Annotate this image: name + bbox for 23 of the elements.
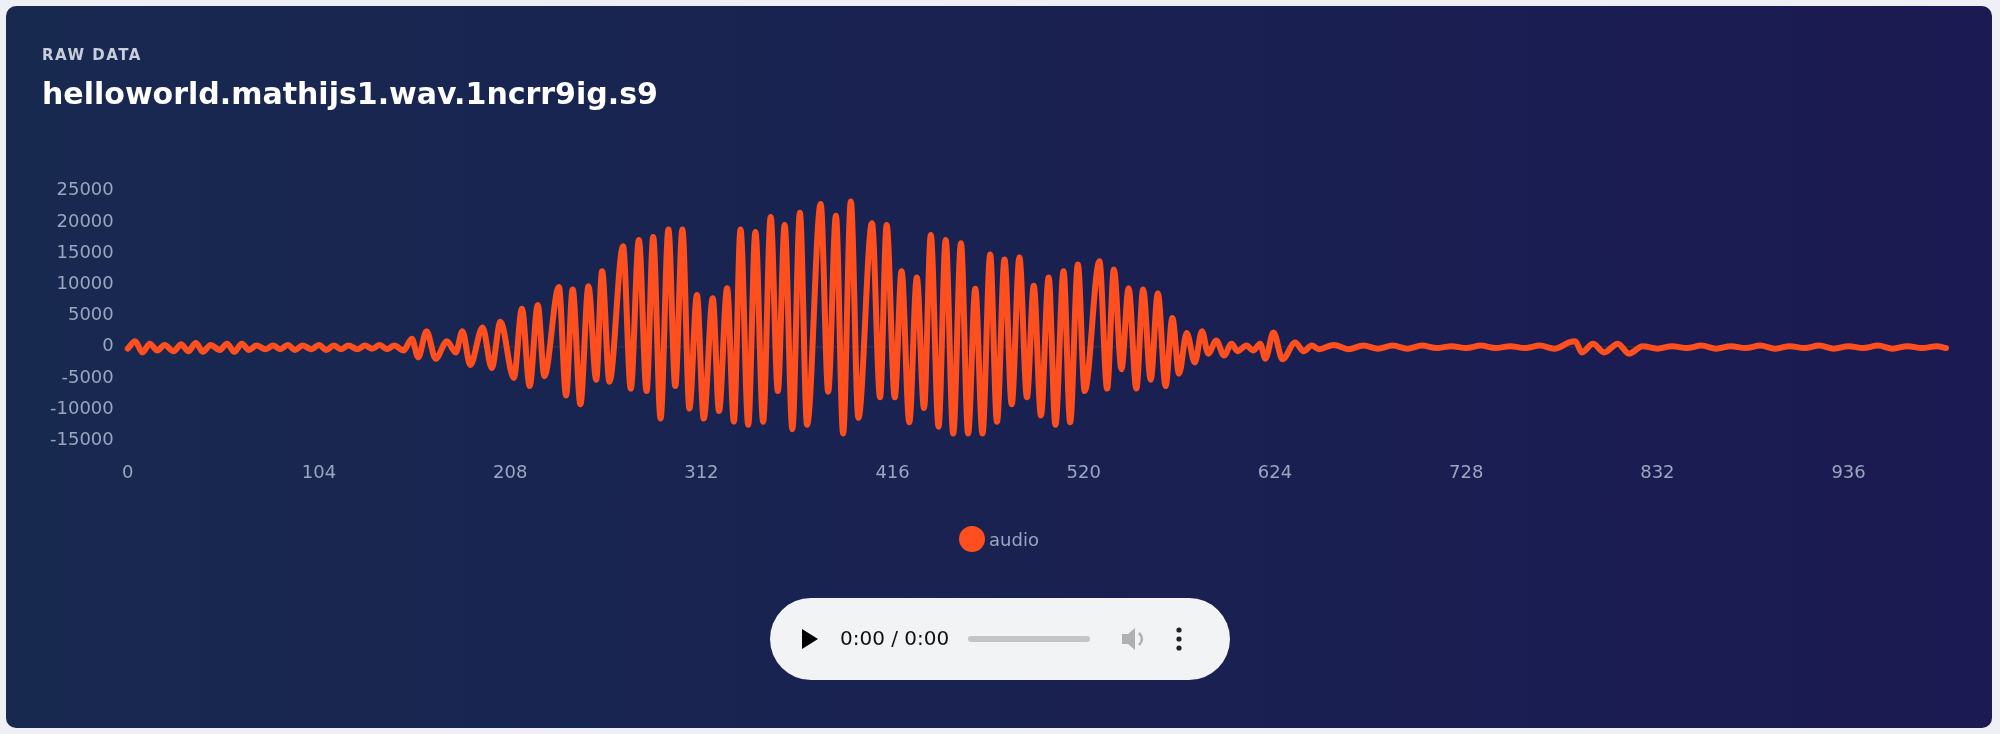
x-tick-label: 832 <box>1640 460 1675 482</box>
x-tick-label: 416 <box>875 460 910 482</box>
x-tick-label: 936 <box>1831 460 1866 482</box>
chart-title: helloworld.mathijs1.wav.1ncrr9ig.s9 <box>42 76 658 111</box>
y-tick-label: -5000 <box>61 365 114 387</box>
y-tick-label: 20000 <box>56 209 114 231</box>
x-tick-label: 728 <box>1448 460 1484 482</box>
y-tick-label: -10000 <box>49 396 114 418</box>
y-tick-label: 0 <box>102 334 114 356</box>
y-tick-label: 5000 <box>67 303 114 325</box>
x-tick-label: 312 <box>684 460 719 482</box>
audio-player: 0:00 / 0:00 <box>770 598 1230 680</box>
y-tick-label: 15000 <box>56 240 114 262</box>
x-tick-label: 208 <box>492 460 528 482</box>
x-tick-label: 624 <box>1257 460 1293 482</box>
chart-subtitle: RAW DATA <box>42 46 142 64</box>
x-tick-label: 0 <box>122 460 134 482</box>
x-tick-label: 104 <box>301 460 337 482</box>
x-tick-label: 520 <box>1066 460 1101 482</box>
y-tick-label: -15000 <box>49 428 114 450</box>
legend-label: audio <box>989 528 1039 550</box>
y-tick-label: 25000 <box>56 178 114 200</box>
y-tick-label: 10000 <box>56 272 114 294</box>
